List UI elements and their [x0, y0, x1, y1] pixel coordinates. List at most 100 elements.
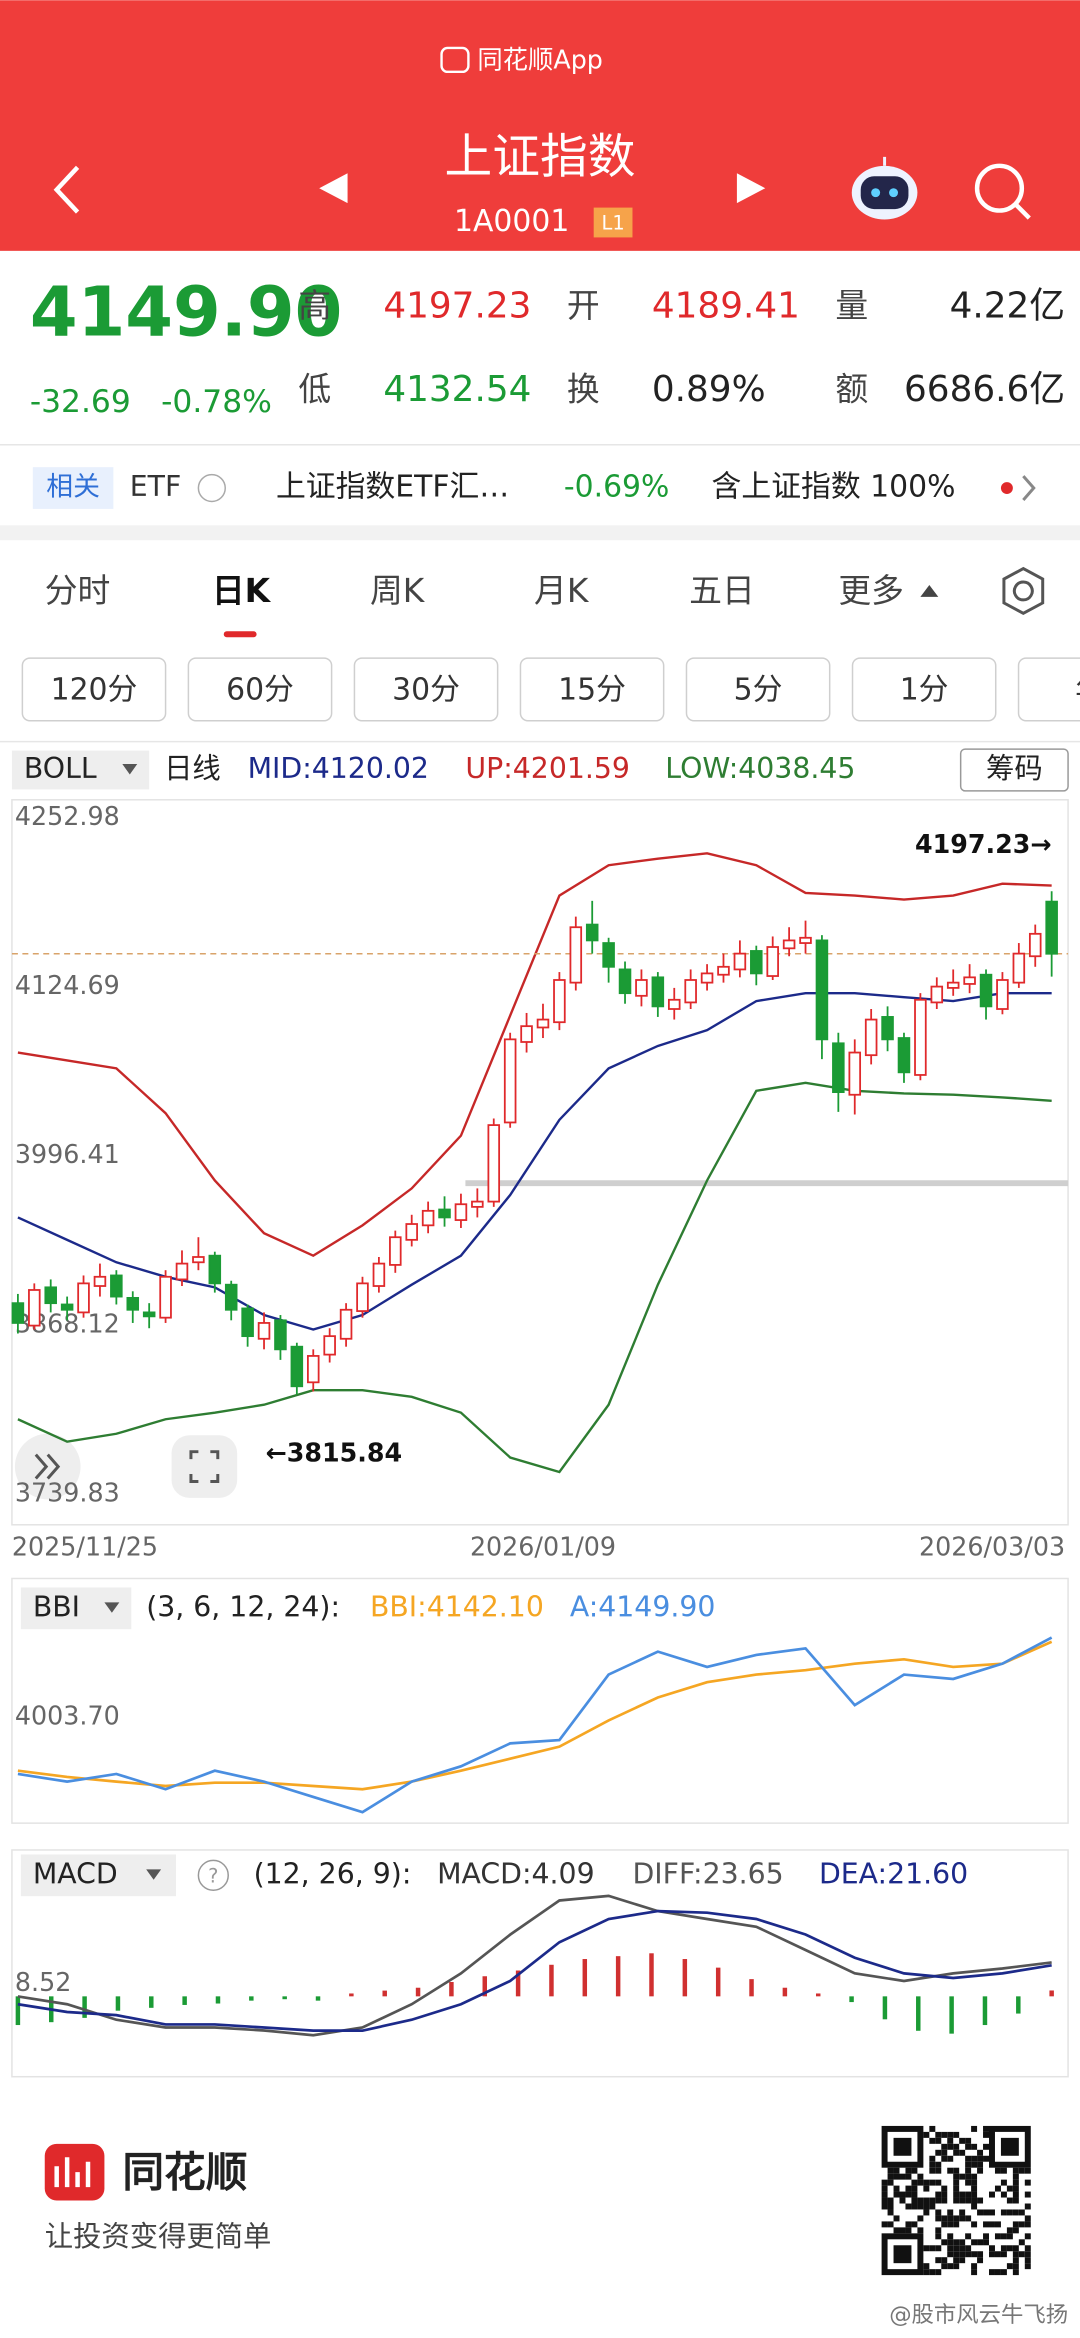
candle-body [553, 979, 566, 1024]
qr-cell [935, 2245, 942, 2252]
qr-cell [923, 2185, 930, 2192]
field-label: 低 [298, 371, 331, 409]
qr-cell [965, 2215, 972, 2222]
indicator-name[interactable]: MACD [33, 1857, 118, 1890]
chip-text[interactable]: 筹码 [986, 752, 1043, 785]
qr-cell [994, 2185, 1001, 2192]
candle-body [28, 1289, 41, 1327]
robot-button[interactable] [851, 156, 918, 220]
qr-cell [905, 2203, 912, 2210]
macd-bar [549, 1964, 554, 1997]
tab[interactable]: 周K [370, 572, 426, 610]
qr-cell [941, 2185, 948, 2192]
candle-body [963, 976, 976, 985]
help-icon[interactable] [197, 473, 226, 503]
related-tag: 相关 [46, 472, 100, 503]
tab[interactable]: 月K [534, 572, 590, 610]
qr-cell [953, 2173, 960, 2180]
interval-label[interactable]: 60分 [226, 672, 294, 707]
macd-bar [882, 1996, 888, 2020]
indicator-box[interactable] [20, 1854, 177, 1897]
change-pct: -0.78% [161, 384, 272, 420]
macd-bar [82, 1996, 87, 2018]
brand-name: 同花顺 [122, 2148, 247, 2197]
interval-button[interactable] [851, 657, 997, 722]
qr-cell [953, 2149, 960, 2156]
interval-label[interactable]: 30分 [392, 672, 460, 707]
interval-button[interactable] [21, 657, 167, 722]
search-button[interactable] [974, 163, 1031, 220]
interval-button[interactable] [685, 657, 831, 722]
tab[interactable]: 更多 [838, 572, 904, 610]
candle-body [471, 1200, 484, 1208]
interval-label[interactable]: 年 [1075, 672, 1080, 707]
tab[interactable]: 五日 [689, 572, 755, 610]
qr-cell [1012, 2221, 1019, 2228]
qr-cell [1012, 2191, 1019, 2198]
candle-body [241, 1307, 254, 1338]
candle-body [700, 972, 714, 984]
watermark: @股市风云牛飞扬 [889, 2302, 1068, 2328]
interval-label[interactable]: 15分 [558, 672, 626, 707]
help-icon[interactable] [197, 1859, 229, 1891]
qr-cell [1000, 2269, 1007, 2276]
qr-cell [917, 2203, 924, 2210]
interval-label[interactable]: 1分 [900, 672, 949, 707]
next-button[interactable] [736, 173, 766, 204]
related-name[interactable]: 上证指数ETF汇… [276, 470, 509, 505]
indicator-name[interactable]: BOLL [24, 752, 97, 785]
tab[interactable]: 分时 [45, 572, 111, 610]
macd-bar [249, 1996, 254, 2001]
qr-cell [1012, 2245, 1019, 2252]
qr-cell [953, 2167, 960, 2174]
qr-cell [965, 2245, 972, 2252]
interval-button[interactable] [1017, 657, 1080, 722]
interval-button[interactable] [187, 657, 333, 722]
interval-label[interactable]: 5分 [734, 672, 783, 707]
indicator-box[interactable] [11, 750, 150, 790]
qr-cell [935, 2209, 942, 2216]
candle-body [1045, 900, 1058, 955]
candle-body [175, 1262, 189, 1281]
fullscreen-button[interactable] [171, 1435, 238, 1498]
qr-cell [893, 2173, 900, 2180]
qr-cell [971, 2269, 978, 2276]
settings-button[interactable] [1002, 566, 1045, 616]
candle-body [290, 1345, 304, 1388]
tab[interactable]: 日K [212, 572, 272, 610]
qr-cell [1024, 2221, 1031, 2228]
qr-cell [989, 2209, 995, 2216]
qr-cell [887, 2209, 894, 2216]
candle-body [864, 1018, 878, 1057]
interval-button[interactable] [353, 657, 499, 722]
interval-label[interactable]: 120分 [51, 672, 138, 707]
qr-cell [923, 2263, 930, 2270]
qr-cell [1000, 2179, 1007, 2186]
qr-cell [971, 2155, 978, 2162]
legend-entry: BBI:4142.10 [370, 1590, 544, 1623]
qr-cell [983, 2143, 990, 2150]
qr-cell [971, 2203, 978, 2210]
qr-cell [983, 2155, 990, 2162]
macd-bar [615, 1956, 621, 1997]
qr-cell [1012, 2197, 1019, 2204]
legend-entry: DIFF:23.65 [632, 1857, 783, 1890]
prev-button[interactable] [319, 173, 348, 204]
legend-entry: MID:4120.02 [248, 752, 429, 785]
back-button[interactable] [53, 165, 80, 214]
qr-cell [1006, 2197, 1013, 2204]
qr-cell [947, 2155, 954, 2162]
candle-body [651, 976, 665, 1008]
candle-body [503, 1038, 517, 1124]
interval-button[interactable] [519, 657, 665, 722]
qr-cell [935, 2161, 942, 2168]
indicator-name[interactable]: BBI [33, 1590, 80, 1623]
more-arrow[interactable] [1022, 475, 1036, 501]
indicator-line [17, 1640, 1053, 1791]
expand-button[interactable] [14, 1433, 81, 1500]
chip-button[interactable] [959, 748, 1069, 792]
qr-cell [989, 2245, 995, 2252]
field-label: 开 [567, 287, 600, 325]
candle-body [520, 1025, 533, 1043]
macd-bar [582, 1959, 588, 1997]
